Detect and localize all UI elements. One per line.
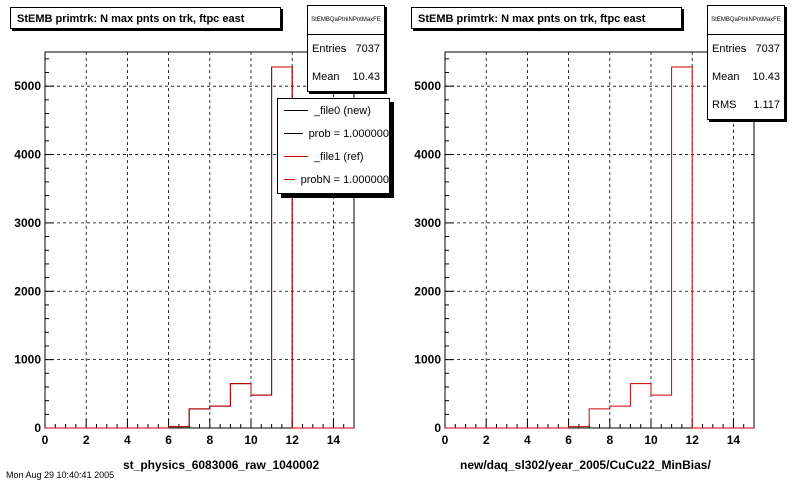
right-ytick-label-4000: 4000 xyxy=(414,148,441,162)
legend-swatch-probn xyxy=(284,179,295,180)
legend-swatch-file0 xyxy=(284,110,308,111)
left-stats-entries: Entries 7037 xyxy=(308,35,384,63)
right-stats-mean: Mean 10.43 xyxy=(708,63,784,91)
left-xtick-label-10: 10 xyxy=(244,433,258,447)
left-stats-name: StEMBQaPtrkNPntMaxFE xyxy=(308,6,384,35)
left-x-axis-title: st_physics_6083006_raw_1040002 xyxy=(123,458,320,472)
legend-entry-file0: _file0 (new) xyxy=(278,99,389,122)
left-xtick-label-8: 8 xyxy=(206,433,213,447)
right-xtick-label-10: 10 xyxy=(644,433,658,447)
left-stats-entries-label: Entries xyxy=(312,43,347,55)
right-xtick-label-0: 0 xyxy=(442,433,449,447)
right-stats-entries-label: Entries xyxy=(712,43,747,55)
left-ytick-label-2000: 2000 xyxy=(14,284,41,298)
left-xtick-label-12: 12 xyxy=(286,433,300,447)
left-stats-box: StEMBQaPtrkNPntMaxFE Entries 7037 Mean 10.… xyxy=(307,5,385,92)
right-stats-entries: Entries 7037 xyxy=(708,35,784,63)
left-xtick-label-14: 14 xyxy=(327,433,341,447)
left-ytick-label-0: 0 xyxy=(34,421,41,435)
right-stats-rms-label: RMS xyxy=(712,99,737,111)
left-plot-title: StEMB primtrk: N max pnts on trk, ftpc e… xyxy=(10,7,281,29)
right-histogram-plot: 0 2 4 6 8 10 12 14 0 1000 2000 3000 4000 5000 xyxy=(414,51,755,447)
legend-label-file1: _file1 (ref) xyxy=(314,150,364,163)
left-xtick-label-4: 4 xyxy=(124,433,131,447)
legend-label-probn: probN = 1.000000 xyxy=(300,173,389,186)
legend-swatch-file1 xyxy=(284,156,308,157)
right-x-axis-title: new/daq_sl302/year_2005/CuCu22_MinBias/ xyxy=(460,458,711,472)
right-ytick-label-2000: 2000 xyxy=(414,284,441,298)
right-ytick-label-5000: 5000 xyxy=(414,79,441,93)
left-stats-mean-label: Mean xyxy=(312,71,340,83)
right-ytick-label-1000: 1000 xyxy=(414,353,441,367)
right-ytick-label-0: 0 xyxy=(434,421,441,435)
legend-label-prob: prob = 1.000000 xyxy=(308,127,389,140)
left-stats-mean-value: 10.43 xyxy=(352,71,380,83)
left-xtick-label-6: 6 xyxy=(165,433,172,447)
left-ytick-label-1000: 1000 xyxy=(14,353,41,367)
right-stats-box: StEMBQaPtrkNPntMaxFE Entries 7037 Mean 10.… xyxy=(707,5,785,120)
legend-label-file0: _file0 (new) xyxy=(314,104,371,117)
right-xtick-label-6: 6 xyxy=(565,433,572,447)
right-xtick-label-4: 4 xyxy=(524,433,531,447)
left-ytick-label-4000: 4000 xyxy=(14,148,41,162)
left-ytick-label-5000: 5000 xyxy=(14,79,41,93)
right-series-0 xyxy=(445,66,754,429)
left-stats-entries-value: 7037 xyxy=(355,43,380,55)
right-xtick-label-14: 14 xyxy=(727,433,741,447)
right-stats-mean-label: Mean xyxy=(712,71,740,83)
left-ytick-label-3000: 3000 xyxy=(14,216,41,230)
right-stats-rms: RMS 1.117 xyxy=(708,91,784,119)
right-xtick-label-2: 2 xyxy=(483,433,490,447)
left-legend: _file0 (new) prob = 1.000000 _file1 (ref… xyxy=(277,98,390,194)
right-xtick-label-8: 8 xyxy=(606,433,613,447)
legend-entry-probn: probN = 1.000000 xyxy=(278,168,389,191)
right-plot-title: StEMB primtrk: N max pnts on trk, ftpc e… xyxy=(411,7,682,29)
right-stats-entries-value: 7037 xyxy=(755,43,780,55)
left-xtick-label-0: 0 xyxy=(42,433,49,447)
right-stats-name: StEMBQaPtrkNPntMaxFE xyxy=(708,6,784,35)
left-xtick-label-2: 2 xyxy=(83,433,90,447)
legend-swatch-prob xyxy=(284,133,303,134)
timestamp-footer: Mon Aug 29 10:40:41 2005 xyxy=(6,470,115,480)
right-ytick-label-3000: 3000 xyxy=(414,216,441,230)
right-xtick-label-12: 12 xyxy=(686,433,700,447)
right-stats-mean-value: 10.43 xyxy=(752,71,780,83)
legend-entry-file1: _file1 (ref) xyxy=(278,145,389,168)
right-stats-rms-value: 1.117 xyxy=(753,99,780,111)
right-plot-frame xyxy=(444,51,755,429)
left-stats-mean: Mean 10.43 xyxy=(308,63,384,91)
legend-entry-prob: prob = 1.000000 xyxy=(278,122,389,145)
